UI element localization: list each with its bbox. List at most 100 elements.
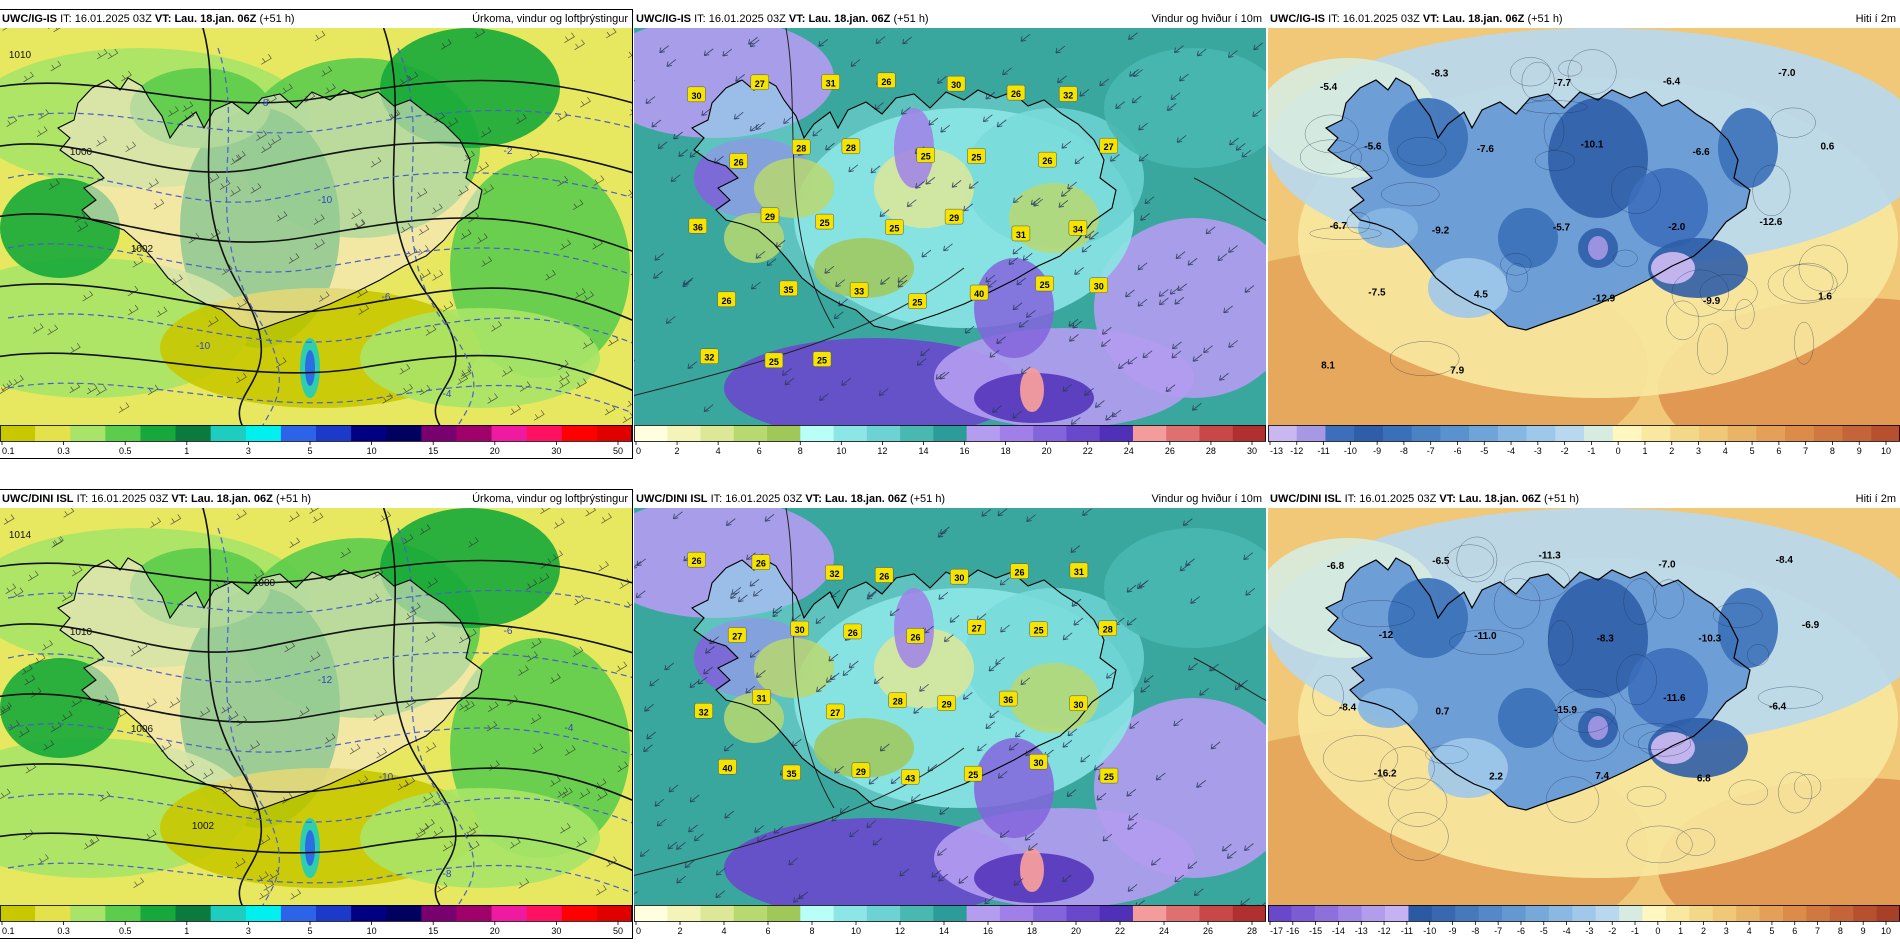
colorbar-tick-label: 15 — [428, 926, 438, 936]
colorbar-swatch — [280, 905, 317, 921]
colorbar-tick-label: -1 — [1587, 446, 1595, 456]
colorbar-swatch — [70, 425, 106, 441]
colorbar-tick-label: -17 — [1270, 926, 1283, 936]
gust-label: 35 — [779, 280, 798, 297]
temperature-label: -7.0 — [1778, 68, 1796, 79]
colorbar-tick-label: 20 — [1071, 926, 1081, 936]
svg-text:25: 25 — [971, 152, 981, 162]
colorbar-swatch — [105, 905, 141, 921]
temperature-label: 6.8 — [1697, 773, 1711, 784]
colorbar-swatch — [733, 425, 768, 441]
colorbar-tick-label: 16 — [983, 926, 993, 936]
colorbar-tick-label: 5 — [1769, 926, 1774, 936]
temperature-label: 2.2 — [1489, 772, 1503, 783]
colorbar-tick-label: -9 — [1373, 446, 1381, 456]
svg-text:26: 26 — [722, 296, 732, 306]
colorbar-tick-label: 0.3 — [57, 926, 70, 936]
colorbar-swatch — [1502, 905, 1526, 921]
colorbar-swatch — [561, 905, 598, 921]
colorbar-tick-label: 50 — [613, 926, 623, 936]
colorbar-tick-label: 0.5 — [119, 926, 132, 936]
colorbar-swatch — [767, 905, 801, 921]
header-run-info: UWC/IG-IS IT: 16.01.2025 03Z VT: Lau. 18… — [1270, 10, 1563, 28]
colorbar-swatch — [1385, 905, 1409, 921]
init-time-value: 16.01.2025 03Z — [1342, 13, 1420, 25]
colorbar-tick-label: -11 — [1317, 446, 1329, 456]
colorbar-tick-label: 5 — [307, 446, 312, 456]
colorbar-swatch — [999, 425, 1034, 441]
valid-time-label: VT: — [1422, 13, 1440, 25]
temperature-label: -2.0 — [1668, 222, 1686, 233]
colorbar-tick-label: 8 — [1830, 446, 1835, 456]
panel-header: UWC/DINI ISL IT: 16.01.2025 03Z VT: Lau.… — [0, 490, 632, 508]
svg-text:30: 30 — [1074, 700, 1084, 710]
colorbar-tick-label: 5 — [1750, 446, 1755, 456]
header-run-info: UWC/DINI ISL IT: 16.01.2025 03Z VT: Lau.… — [2, 490, 311, 508]
gust-label: 30 — [687, 86, 706, 103]
gust-label: 32 — [825, 564, 844, 581]
svg-text:29: 29 — [949, 213, 959, 223]
gust-label: 26 — [729, 153, 748, 169]
colorbar-tick-label: 50 — [613, 446, 623, 456]
panel-header: UWC/IG-IS IT: 16.01.2025 03Z VT: Lau. 18… — [1268, 10, 1900, 28]
colorbar-swatch — [1361, 905, 1386, 921]
colorbar-swatch — [456, 905, 493, 921]
svg-text:29: 29 — [765, 212, 775, 222]
svg-text:27: 27 — [755, 79, 765, 89]
valid-time-label: VT: — [1439, 493, 1456, 505]
colorbar-swatch — [1325, 425, 1355, 441]
colorbar-tick-label: 2 — [675, 446, 680, 456]
temperature-label: -6.5 — [1432, 556, 1450, 567]
init-time-label: IT: — [710, 493, 723, 505]
colorbar-swatch — [491, 425, 528, 441]
gust-label: 33 — [849, 282, 869, 298]
colorbar-tick-label: 6 — [757, 446, 762, 456]
svg-text:26: 26 — [1042, 156, 1052, 166]
temperature-label: -7.5 — [1368, 287, 1386, 298]
colorbar-swatch — [1785, 425, 1815, 441]
colorbar-tick-label: 18 — [1001, 446, 1011, 456]
temperature-label: -16.2 — [1374, 768, 1397, 779]
colorbar-tick-label: -7 — [1494, 926, 1502, 936]
temperature-label: -10.3 — [1698, 633, 1721, 644]
gust-label: 32 — [694, 703, 713, 719]
colorbar-tick-label: 6 — [1776, 446, 1781, 456]
colorbar: -13 -12 -11 -10 -9 -8 -7 -6 -5 -4 -3 -2 -1 0 1 2 3 4 5 6 7 8 9… — [1268, 425, 1900, 456]
init-time-label: IT: — [1344, 493, 1357, 505]
colorbar-tick-label: -10 — [1344, 446, 1357, 456]
colorbar-swatch — [526, 425, 563, 441]
colorbar-swatch — [700, 905, 735, 921]
temperature-label: -7.0 — [1658, 559, 1676, 570]
gust-label: 25 — [815, 213, 834, 230]
colorbar-swatch — [900, 425, 934, 441]
init-time-value: 16.01.2025 03Z — [74, 13, 152, 25]
svg-text:43: 43 — [905, 773, 915, 783]
gust-label: 30 — [1029, 753, 1048, 770]
colorbar-swatch — [35, 905, 71, 921]
panel-wind: UWC/DINI ISL IT: 16.01.2025 03Z VT: Lau.… — [634, 490, 1266, 938]
isobar-label: 1010 — [70, 627, 93, 638]
colorbar-tick-label: -3 — [1534, 446, 1542, 456]
colorbar: 0 2 4 6 8 10 12 14 16 18 20 22 24 26 28 — [634, 905, 1266, 936]
colorbar-swatch — [667, 905, 702, 921]
lead-time: (+51 h) — [259, 13, 295, 25]
svg-text:26: 26 — [734, 157, 744, 167]
svg-text:26: 26 — [911, 632, 921, 642]
colorbar-swatch — [1497, 425, 1528, 441]
panel-header: UWC/DINI ISL IT: 16.01.2025 03Z VT: Lau.… — [634, 490, 1266, 508]
isotherm-label: -4 — [443, 389, 452, 400]
colorbar-swatch — [1619, 905, 1644, 921]
colorbar-swatch — [1066, 905, 1101, 921]
valid-time-value: Lau. 18.jan. 06Z — [1442, 13, 1525, 25]
colorbar-swatch — [966, 905, 1001, 921]
svg-text:30: 30 — [1033, 758, 1043, 768]
colorbar-swatch — [1232, 905, 1266, 921]
colorbar-swatch — [1525, 905, 1550, 921]
colorbar-swatch — [1698, 425, 1729, 441]
isobar-label: 1014 — [9, 530, 32, 541]
colorbar-swatch — [833, 425, 868, 441]
init-time-value: 16.01.2025 03Z — [708, 13, 786, 25]
svg-text:31: 31 — [756, 693, 766, 703]
gust-label: 29 — [944, 208, 964, 225]
model-name: UWC/IG-IS — [636, 13, 691, 25]
